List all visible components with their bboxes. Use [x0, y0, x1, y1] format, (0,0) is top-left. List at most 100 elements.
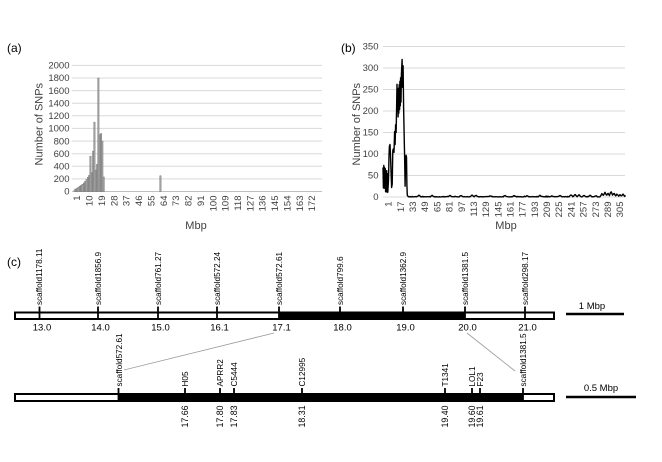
- svg-text:14.0: 14.0: [91, 323, 110, 334]
- svg-text:209: 209: [542, 202, 553, 218]
- svg-text:2000: 2000: [48, 61, 69, 72]
- svg-text:113: 113: [469, 202, 480, 217]
- svg-text:193: 193: [530, 202, 541, 218]
- svg-text:C5444: C5444: [230, 362, 239, 387]
- svg-text:225: 225: [554, 202, 565, 218]
- svg-text:18.0: 18.0: [333, 323, 352, 334]
- svg-text:1000: 1000: [48, 124, 69, 135]
- svg-text:scaffold1362.9: scaffold1362.9: [399, 251, 408, 305]
- svg-text:37: 37: [122, 196, 133, 207]
- svg-text:0: 0: [373, 192, 378, 203]
- svg-text:17.1: 17.1: [272, 323, 291, 334]
- svg-text:Mbp: Mbp: [495, 220, 516, 232]
- svg-text:17.80: 17.80: [215, 405, 225, 427]
- svg-text:(c): (c): [7, 255, 21, 269]
- svg-text:150: 150: [363, 128, 379, 139]
- svg-text:1800: 1800: [48, 73, 69, 84]
- svg-text:scaffold1381.5: scaffold1381.5: [461, 251, 470, 305]
- svg-text:273: 273: [591, 202, 602, 218]
- svg-text:0: 0: [64, 187, 69, 198]
- svg-text:18.31: 18.31: [297, 405, 307, 427]
- svg-text:161: 161: [506, 202, 517, 218]
- svg-text:129: 129: [481, 202, 492, 218]
- svg-text:109: 109: [221, 196, 232, 212]
- svg-text:1600: 1600: [48, 86, 69, 97]
- svg-text:163: 163: [295, 196, 306, 212]
- svg-text:scaffold1381.5: scaffold1381.5: [519, 333, 528, 387]
- svg-text:100: 100: [363, 149, 379, 160]
- svg-text:145: 145: [493, 202, 504, 218]
- svg-text:28: 28: [109, 196, 120, 207]
- svg-text:400: 400: [54, 162, 70, 173]
- svg-text:200: 200: [363, 106, 379, 117]
- svg-text:289: 289: [603, 202, 614, 218]
- svg-text:145: 145: [270, 196, 281, 212]
- svg-text:800: 800: [54, 136, 70, 147]
- svg-text:82: 82: [184, 196, 195, 207]
- svg-text:H05: H05: [181, 371, 190, 386]
- svg-text:APRR2: APRR2: [216, 359, 225, 387]
- svg-text:(b): (b): [341, 41, 356, 55]
- svg-text:1 Mbp: 1 Mbp: [579, 301, 605, 312]
- svg-text:127: 127: [245, 196, 256, 212]
- svg-text:(a): (a): [7, 41, 22, 55]
- svg-text:17.66: 17.66: [180, 405, 190, 427]
- svg-text:97: 97: [457, 202, 468, 213]
- svg-text:1200: 1200: [48, 111, 69, 122]
- svg-text:21.0: 21.0: [518, 323, 537, 334]
- svg-text:1: 1: [384, 202, 395, 207]
- svg-text:73: 73: [171, 196, 182, 207]
- svg-text:172: 172: [307, 196, 318, 212]
- svg-text:16.1: 16.1: [210, 323, 229, 334]
- svg-text:15.0: 15.0: [151, 323, 170, 334]
- svg-text:0.5 Mbp: 0.5 Mbp: [584, 383, 618, 394]
- svg-text:19.60: 19.60: [467, 405, 477, 427]
- svg-text:81: 81: [445, 202, 456, 213]
- svg-text:46: 46: [134, 196, 145, 207]
- svg-text:65: 65: [432, 202, 443, 213]
- svg-text:33: 33: [408, 202, 419, 213]
- svg-text:250: 250: [363, 85, 379, 96]
- svg-text:scaffold1178.11: scaffold1178.11: [35, 248, 44, 305]
- svg-text:200: 200: [54, 174, 70, 185]
- svg-text:17.83: 17.83: [229, 405, 239, 427]
- svg-text:154: 154: [283, 196, 294, 212]
- svg-text:10: 10: [85, 196, 96, 207]
- svg-text:Number of SNPs: Number of SNPs: [351, 82, 363, 165]
- svg-text:91: 91: [196, 196, 207, 207]
- svg-text:257: 257: [579, 202, 590, 218]
- svg-text:scaffold799.6: scaffold799.6: [336, 256, 345, 305]
- svg-text:49: 49: [420, 202, 431, 213]
- svg-text:scaffold1856.9: scaffold1856.9: [94, 251, 103, 305]
- svg-text:241: 241: [566, 202, 577, 218]
- svg-text:136: 136: [258, 196, 269, 212]
- svg-text:19.40: 19.40: [440, 405, 450, 427]
- svg-text:64: 64: [159, 196, 170, 207]
- svg-text:300: 300: [363, 63, 379, 74]
- svg-text:scaffold572.61: scaffold572.61: [115, 333, 124, 387]
- svg-text:20.0: 20.0: [458, 323, 477, 334]
- svg-text:scaffold761.27: scaffold761.27: [154, 251, 163, 305]
- svg-text:600: 600: [54, 149, 70, 160]
- svg-text:19.0: 19.0: [396, 323, 415, 334]
- svg-text:19.61: 19.61: [475, 405, 485, 427]
- svg-text:Number of SNPs: Number of SNPs: [34, 82, 46, 165]
- svg-text:55: 55: [146, 196, 157, 207]
- svg-text:F23: F23: [476, 372, 485, 387]
- svg-text:LOL1: LOL1: [468, 366, 477, 386]
- svg-text:305: 305: [615, 202, 626, 218]
- svg-text:T1341: T1341: [441, 363, 450, 387]
- svg-text:118: 118: [233, 196, 244, 211]
- svg-text:1: 1: [72, 196, 83, 201]
- svg-text:scaffold298.17: scaffold298.17: [521, 251, 530, 305]
- svg-text:100: 100: [208, 196, 219, 212]
- svg-text:scaffold572.61: scaffold572.61: [275, 251, 284, 305]
- svg-text:177: 177: [518, 202, 529, 218]
- svg-text:1400: 1400: [48, 98, 69, 109]
- svg-text:Mbp: Mbp: [185, 220, 206, 232]
- svg-text:50: 50: [368, 171, 379, 182]
- svg-text:350: 350: [363, 42, 379, 53]
- svg-text:19: 19: [97, 196, 108, 207]
- svg-text:13.0: 13.0: [33, 323, 52, 334]
- svg-text:17: 17: [396, 202, 407, 213]
